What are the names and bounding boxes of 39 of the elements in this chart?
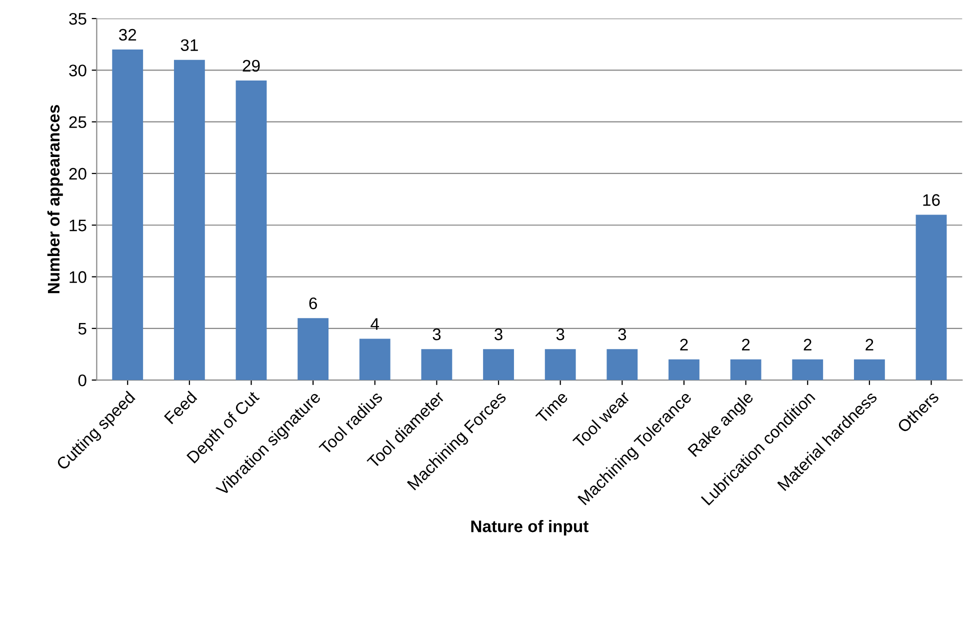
data-label: 4 (370, 318, 380, 330)
bar (236, 80, 267, 380)
y-tick-label: 0 (78, 374, 86, 386)
data-label: 2 (804, 338, 812, 350)
data-label: 3 (618, 328, 626, 340)
data-label: 2 (742, 338, 750, 350)
bar (668, 359, 700, 380)
y-tick-label: 10 (70, 271, 86, 283)
y-tick-label: 15 (70, 220, 86, 232)
bar (483, 349, 514, 380)
data-label: 3 (494, 328, 502, 340)
bar (421, 349, 452, 380)
y-tick-label: 20 (69, 168, 86, 180)
bar (854, 359, 885, 380)
bar (730, 359, 762, 380)
data-label: 2 (866, 338, 874, 350)
y-tick-label: 5 (78, 322, 86, 335)
data-label: 31 (180, 39, 198, 52)
data-label: 3 (432, 328, 441, 340)
bar (544, 349, 576, 380)
y-tick-label: 30 (69, 64, 86, 76)
bar (174, 60, 205, 380)
bar (792, 359, 824, 380)
y-axis-title: Number of appearances (47, 105, 63, 294)
y-tick-label: 35 (69, 12, 86, 25)
x-tick-label: Time (534, 390, 568, 424)
data-label: 29 (242, 60, 260, 72)
data-label: 3 (556, 328, 564, 340)
y-tick-label: 25 (69, 116, 86, 128)
data-label: 16 (923, 194, 940, 206)
data-label: 32 (118, 28, 136, 41)
bar (298, 318, 329, 380)
x-axis-title: Nature of input (471, 520, 588, 536)
data-label: 2 (680, 338, 688, 350)
bar (606, 349, 638, 380)
bar (359, 338, 390, 380)
data-label: 6 (309, 297, 317, 310)
bar (916, 214, 947, 380)
bar (112, 50, 144, 380)
